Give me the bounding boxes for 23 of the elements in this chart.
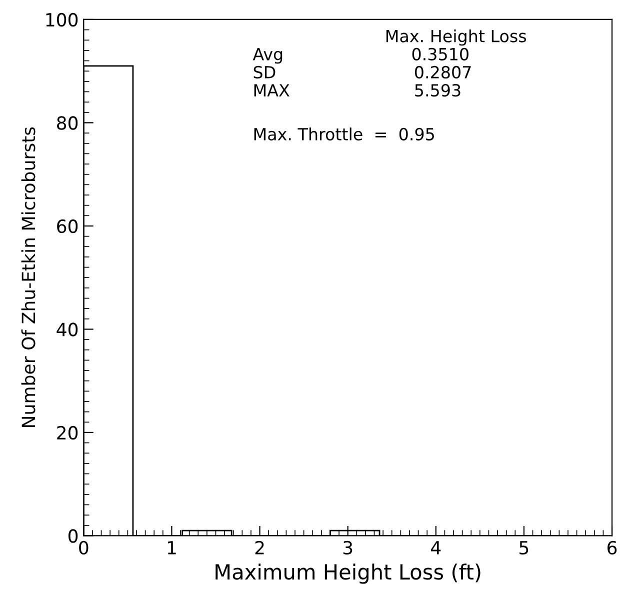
annotation: 0.3510 — [412, 48, 468, 60]
y-tick-label: 0 — [68, 529, 78, 543]
x-tick-label: 0 — [79, 540, 88, 555]
y-tick-label: 60 — [57, 219, 78, 234]
annotation: 5.593 — [415, 84, 460, 97]
x-axis-title: Maximum Height Loss (ft) — [216, 564, 480, 584]
x-tick-label: 1 — [168, 541, 176, 554]
annotation: Max. Throttle = 0.95 — [254, 128, 434, 140]
x-tick-label: 6 — [608, 540, 617, 555]
annotation: Max. Height Loss — [386, 29, 526, 46]
x-tick-label: 3 — [343, 540, 352, 555]
annotation: MAX — [254, 84, 290, 96]
annotation: Avg — [252, 48, 282, 64]
x-tick-label: 2 — [255, 540, 264, 554]
annotation: SD — [254, 66, 276, 79]
y-tick-label: 20 — [57, 426, 78, 440]
y-axis-title: Number Of Zhu-Etkin Microbursts — [21, 127, 36, 427]
x-tick-label: 4 — [431, 541, 441, 554]
y-tick-label: 100 — [46, 12, 78, 27]
y-tick-label: 80 — [57, 116, 78, 130]
annotation: 0.2807 — [414, 66, 471, 79]
x-tick-label: 5 — [520, 541, 528, 555]
y-tick-label: 40 — [56, 322, 78, 336]
